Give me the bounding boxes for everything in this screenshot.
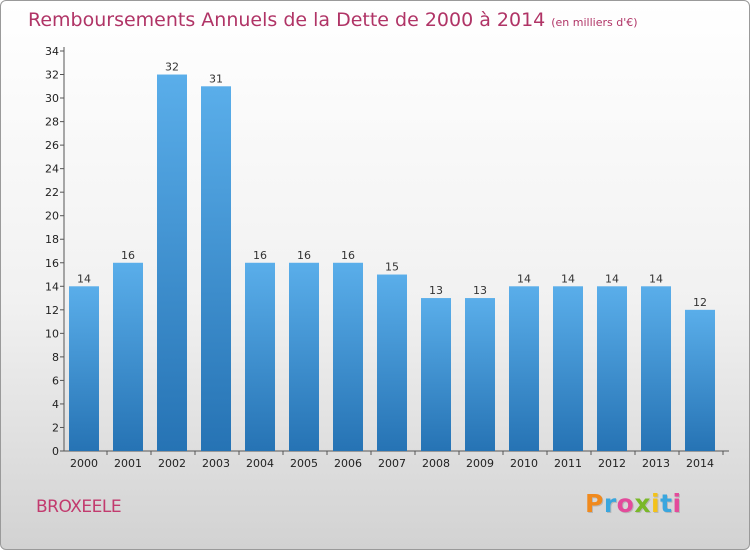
bar: [421, 298, 451, 451]
x-tick-label: 2002: [158, 457, 186, 470]
y-tick-label: 18: [45, 233, 59, 246]
bar-value-label: 16: [253, 249, 267, 262]
y-tick-label: 28: [45, 116, 59, 129]
x-tick-label: 2008: [422, 457, 450, 470]
y-tick-label: 16: [45, 257, 59, 270]
proxiti-logo: Proxiti: [585, 489, 682, 518]
bar: [597, 286, 627, 451]
y-tick-label: 30: [45, 92, 59, 105]
logo-letter: t: [660, 489, 673, 518]
bar: [553, 286, 583, 451]
x-tick-label: 2001: [114, 457, 142, 470]
x-tick-label: 2010: [510, 457, 538, 470]
x-tick-label: 2009: [466, 457, 494, 470]
bar: [289, 262, 319, 451]
bar: [377, 274, 407, 451]
bar: [245, 262, 275, 451]
x-tick-label: 2011: [554, 457, 582, 470]
bar-value-label: 14: [77, 272, 91, 285]
x-tick-label: 2000: [70, 457, 98, 470]
x-tick-label: 2007: [378, 457, 406, 470]
bar: [113, 262, 143, 451]
y-tick-label: 34: [45, 45, 59, 58]
logo-letter: P: [585, 489, 604, 518]
bar-value-label: 16: [297, 249, 311, 262]
y-tick-label: 20: [45, 210, 59, 223]
y-tick-label: 6: [52, 374, 59, 387]
bar: [201, 86, 231, 451]
bar-value-label: 14: [605, 272, 619, 285]
x-tick-label: 2014: [686, 457, 714, 470]
bar-value-label: 16: [341, 249, 355, 262]
bar-value-label: 13: [473, 284, 487, 297]
logo-letter: r: [603, 489, 617, 518]
bar-value-label: 16: [121, 249, 135, 262]
y-tick-label: 24: [45, 163, 59, 176]
x-tick-label: 2012: [598, 457, 626, 470]
chart-title-text: Remboursements Annuels de la Dette de 20…: [28, 9, 546, 31]
bar-value-label: 15: [385, 261, 399, 274]
x-tick-label: 2004: [246, 457, 274, 470]
bar: [641, 286, 671, 451]
bar-value-label: 13: [429, 284, 443, 297]
bar: [465, 298, 495, 451]
commune-name: BROXEELE: [36, 497, 122, 517]
y-tick-label: 8: [52, 351, 59, 364]
bar-value-label: 14: [649, 272, 663, 285]
x-tick-label: 2003: [202, 457, 230, 470]
bar: [333, 262, 363, 451]
logo-letter: i: [651, 489, 661, 518]
x-tick-label: 2005: [290, 457, 318, 470]
bar-value-label: 31: [209, 72, 223, 85]
y-tick-label: 14: [45, 280, 59, 293]
logo-letter: i: [672, 489, 682, 518]
y-tick-label: 12: [45, 304, 59, 317]
x-tick-label: 2006: [334, 457, 362, 470]
chart-subtitle: (en milliers d'€): [551, 16, 638, 29]
y-tick-label: 4: [52, 398, 59, 411]
y-tick-label: 22: [45, 186, 59, 199]
chart-title: Remboursements Annuels de la Dette de 20…: [28, 9, 638, 31]
logo-letter: x: [634, 489, 651, 518]
x-tick-label: 2013: [642, 457, 670, 470]
bar-value-label: 12: [693, 296, 707, 309]
y-tick-label: 0: [52, 445, 59, 458]
bar: [69, 286, 99, 451]
y-tick-label: 2: [52, 421, 59, 434]
bar-value-label: 14: [561, 272, 575, 285]
bar: [685, 309, 715, 451]
bar-value-label: 32: [165, 61, 179, 74]
bar-value-label: 14: [517, 272, 531, 285]
bar: [509, 286, 539, 451]
logo-letter: o: [616, 489, 635, 518]
bar: [157, 74, 187, 451]
bars: 14 16 32 31 16 16 16 15 13 13 14 14 14 14 12: [69, 61, 715, 451]
y-tick-label: 26: [45, 139, 59, 152]
y-tick-label: 10: [45, 327, 59, 340]
y-tick-label: 32: [45, 69, 59, 82]
